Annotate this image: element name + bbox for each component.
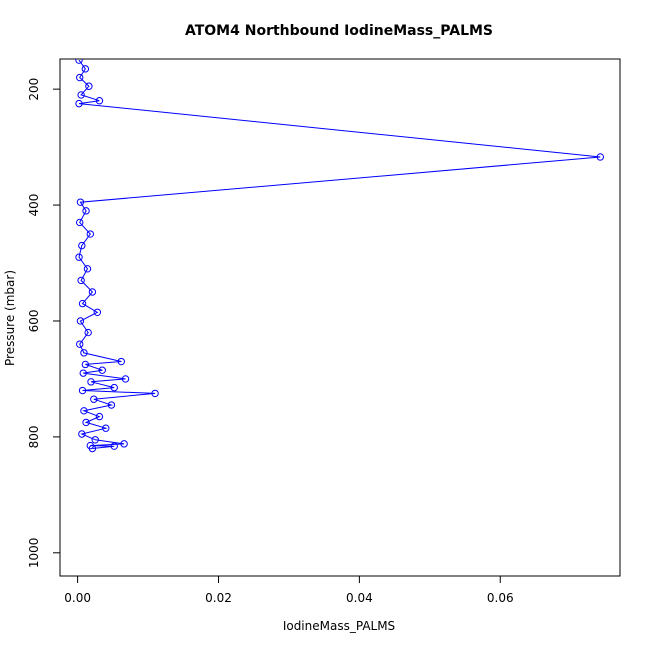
x-tick-label: 0.02 bbox=[205, 591, 232, 605]
data-point bbox=[76, 317, 85, 325]
data-point bbox=[77, 276, 85, 285]
data-point bbox=[82, 418, 90, 427]
data-point bbox=[95, 412, 104, 421]
x-tick-label: 0.04 bbox=[346, 591, 373, 605]
data-point bbox=[102, 424, 110, 432]
y-tick-label: 1000 bbox=[27, 538, 41, 569]
x-tick-label: 0.06 bbox=[487, 591, 514, 605]
x-tick-label: 0.00 bbox=[64, 591, 91, 605]
data-point bbox=[88, 444, 97, 453]
x-axis: 0.00 0.02 0.04 0.06 bbox=[64, 575, 514, 605]
data-point bbox=[76, 198, 85, 206]
data-point bbox=[78, 241, 86, 250]
data-point bbox=[78, 430, 86, 438]
y-tick-label: 600 bbox=[27, 310, 41, 333]
x-axis-label: IodineMass_PALMS bbox=[283, 619, 395, 633]
data-point bbox=[596, 153, 604, 161]
data-point bbox=[76, 340, 84, 348]
data-point bbox=[80, 407, 88, 415]
y-axis-label: Pressure (mbar) bbox=[3, 270, 17, 366]
data-point bbox=[87, 378, 95, 386]
y-tick-label: 200 bbox=[27, 78, 41, 101]
data-point bbox=[75, 253, 83, 261]
data-point bbox=[82, 207, 90, 215]
data-point bbox=[77, 91, 85, 99]
series-group bbox=[75, 59, 604, 453]
data-point bbox=[93, 308, 102, 316]
data-point bbox=[76, 218, 84, 227]
data-point bbox=[107, 401, 116, 409]
y-tick-label: 400 bbox=[27, 194, 41, 217]
data-point bbox=[75, 99, 83, 108]
data-point bbox=[78, 299, 87, 308]
series-line bbox=[78, 59, 601, 449]
data-point bbox=[79, 369, 87, 377]
data-point bbox=[83, 265, 92, 273]
chart-title: ATOM4 Northbound IodineMass_PALMS bbox=[185, 23, 493, 39]
data-point bbox=[81, 65, 90, 73]
data-point bbox=[85, 82, 93, 90]
data-point bbox=[110, 442, 118, 450]
data-point bbox=[98, 366, 106, 374]
data-point bbox=[88, 288, 97, 296]
data-point bbox=[117, 357, 125, 366]
y-axis: 200 400 600 800 1000 bbox=[27, 78, 61, 569]
data-point bbox=[95, 97, 104, 105]
data-point bbox=[75, 59, 83, 64]
data-point bbox=[120, 440, 128, 448]
data-point bbox=[81, 360, 90, 369]
data-point bbox=[121, 375, 130, 383]
data-point bbox=[78, 386, 87, 395]
data-point bbox=[76, 73, 84, 82]
y-tick-label: 800 bbox=[27, 425, 41, 448]
plot-frame bbox=[59, 58, 621, 577]
data-point bbox=[151, 389, 159, 398]
data-point bbox=[110, 383, 118, 392]
data-point bbox=[86, 230, 94, 238]
data-point bbox=[84, 328, 92, 337]
data-point bbox=[80, 349, 88, 357]
data-point bbox=[90, 395, 98, 403]
data-point bbox=[91, 436, 99, 444]
